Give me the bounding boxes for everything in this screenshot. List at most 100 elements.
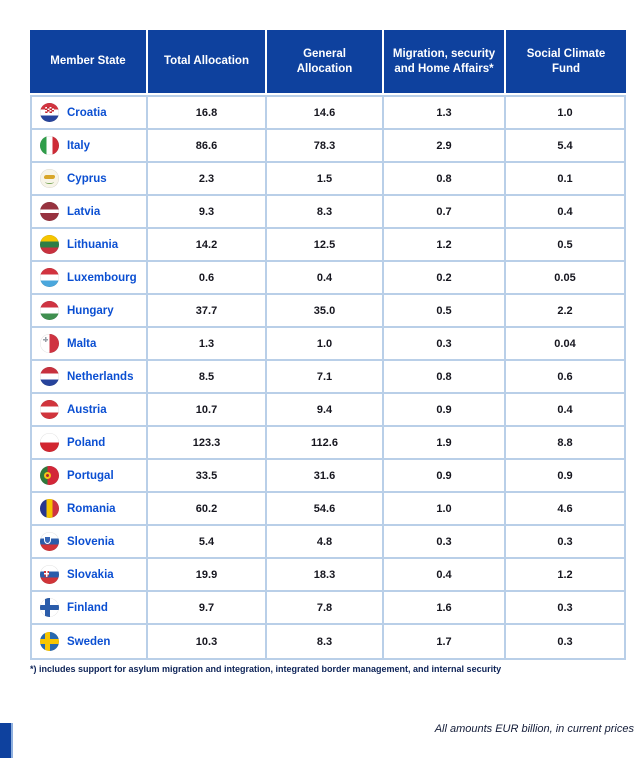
table-row-malta: Malta 1.3 1.0 0.3 0.04 bbox=[32, 328, 624, 361]
social-climate-fund-value: 4.6 bbox=[557, 502, 573, 515]
general-allocation-value: 31.6 bbox=[267, 460, 384, 491]
member-state-cell: Hungary bbox=[32, 295, 148, 326]
migration-security-value: 0.9 bbox=[384, 394, 506, 425]
col-header-member-state: Member State bbox=[30, 30, 148, 93]
social-climate-fund-value: 0.1 bbox=[557, 172, 573, 185]
social-climate-fund-value: 0.04 bbox=[554, 337, 576, 350]
total-allocation-value: 33.5 bbox=[148, 460, 267, 491]
table-row-hungary: Hungary 37.7 35.0 0.5 2.2 bbox=[32, 295, 624, 328]
migration-security-value: 1.7 bbox=[384, 625, 506, 658]
flag-cyprus-icon bbox=[40, 169, 59, 188]
member-state-cell: Malta bbox=[32, 328, 148, 359]
social-climate-fund-value: 2.2 bbox=[557, 304, 573, 317]
col-header-total-allocation: Total Allocation bbox=[148, 30, 267, 93]
table-row-finland: Finland 9.7 7.8 1.6 0.3 bbox=[32, 592, 624, 625]
migration-security-value: 0.5 bbox=[384, 295, 506, 326]
table-row-cyprus: Cyprus 2.3 1.5 0.8 0.1 bbox=[32, 163, 624, 196]
total-allocation-value: 16.8 bbox=[148, 97, 267, 128]
general-allocation-value: 112.6 bbox=[267, 427, 384, 458]
member-state-cell: Luxembourg bbox=[32, 262, 148, 293]
general-allocation-value: 7.8 bbox=[267, 592, 384, 623]
migration-security-value: 0.3 bbox=[384, 328, 506, 359]
country-name: Austria bbox=[67, 403, 107, 416]
migration-security-value: 0.2 bbox=[384, 262, 506, 293]
social-climate-fund-value: 0.6 bbox=[557, 370, 573, 383]
table-row-lithuania: Lithuania 14.2 12.5 1.2 0.5 bbox=[32, 229, 624, 262]
general-allocation-value: 1.0 bbox=[267, 328, 384, 359]
country-name: Finland bbox=[67, 601, 108, 614]
total-allocation-value: 14.2 bbox=[148, 229, 267, 260]
member-state-cell: Slovenia bbox=[32, 526, 148, 557]
country-name: Croatia bbox=[67, 106, 107, 119]
table-row-poland: Poland 123.3 112.6 1.9 8.8 bbox=[32, 427, 624, 460]
footnote: *) includes support for asylum migration… bbox=[30, 664, 502, 674]
member-state-cell: Slovakia bbox=[32, 559, 148, 590]
country-name: Poland bbox=[67, 436, 106, 449]
total-allocation-value: 9.7 bbox=[148, 592, 267, 623]
total-allocation-value: 2.3 bbox=[148, 163, 267, 194]
total-allocation-value: 19.9 bbox=[148, 559, 267, 590]
country-name: Hungary bbox=[67, 304, 114, 317]
flag-romania-icon bbox=[40, 499, 59, 518]
flag-austria-icon bbox=[40, 400, 59, 419]
table-row-croatia: Croatia 16.8 14.6 1.3 1.0 bbox=[32, 97, 624, 130]
country-name: Lithuania bbox=[67, 238, 119, 251]
total-allocation-value: 10.3 bbox=[148, 625, 267, 658]
col-header-general-allocation: General Allocation bbox=[267, 30, 384, 93]
table-row-slovenia: Slovenia 5.4 4.8 0.3 0.3 bbox=[32, 526, 624, 559]
flag-hungary-icon bbox=[40, 301, 59, 320]
member-state-cell: Netherlands bbox=[32, 361, 148, 392]
country-name: Netherlands bbox=[67, 370, 134, 383]
migration-security-value: 0.3 bbox=[384, 526, 506, 557]
total-allocation-value: 86.6 bbox=[148, 130, 267, 161]
general-allocation-value: 0.4 bbox=[267, 262, 384, 293]
social-climate-fund-value: 5.4 bbox=[557, 139, 573, 152]
flag-luxembourg-icon bbox=[40, 268, 59, 287]
migration-security-value: 0.9 bbox=[384, 460, 506, 491]
flag-poland-icon bbox=[40, 433, 59, 452]
table-row-luxembourg: Luxembourg 0.6 0.4 0.2 0.05 bbox=[32, 262, 624, 295]
general-allocation-value: 12.5 bbox=[267, 229, 384, 260]
total-allocation-value: 8.5 bbox=[148, 361, 267, 392]
general-allocation-value: 78.3 bbox=[267, 130, 384, 161]
social-climate-fund-value: 0.4 bbox=[557, 403, 573, 416]
page-corner-decoration bbox=[0, 723, 13, 758]
general-allocation-value: 7.1 bbox=[267, 361, 384, 392]
migration-security-value: 1.6 bbox=[384, 592, 506, 623]
table-header: Member State Total Allocation General Al… bbox=[30, 30, 626, 93]
migration-security-value: 1.2 bbox=[384, 229, 506, 260]
flag-finland-icon bbox=[40, 598, 59, 617]
country-name: Luxembourg bbox=[67, 271, 137, 284]
social-climate-fund-value: 0.4 bbox=[557, 205, 573, 218]
general-allocation-value: 18.3 bbox=[267, 559, 384, 590]
table-row-netherlands: Netherlands 8.5 7.1 0.8 0.6 bbox=[32, 361, 624, 394]
table-row-italy: Italy 86.6 78.3 2.9 5.4 bbox=[32, 130, 624, 163]
migration-security-value: 0.7 bbox=[384, 196, 506, 227]
social-climate-fund-value: 1.0 bbox=[557, 106, 573, 119]
social-climate-fund-value: 8.8 bbox=[557, 436, 573, 449]
member-state-cell: Portugal bbox=[32, 460, 148, 491]
migration-security-value: 1.0 bbox=[384, 493, 506, 524]
country-name: Slovenia bbox=[67, 535, 115, 548]
member-state-cell: Austria bbox=[32, 394, 148, 425]
member-state-cell: Sweden bbox=[32, 625, 148, 658]
flag-netherlands-icon bbox=[40, 367, 59, 386]
table-row-sweden: Sweden 10.3 8.3 1.7 0.3 bbox=[32, 625, 624, 658]
general-allocation-value: 8.3 bbox=[267, 625, 384, 658]
general-allocation-value: 8.3 bbox=[267, 196, 384, 227]
social-climate-fund-value: 0.3 bbox=[557, 535, 573, 548]
general-allocation-value: 54.6 bbox=[267, 493, 384, 524]
migration-security-value: 0.8 bbox=[384, 361, 506, 392]
country-name: Cyprus bbox=[67, 172, 107, 185]
general-allocation-value: 35.0 bbox=[267, 295, 384, 326]
migration-security-value: 2.9 bbox=[384, 130, 506, 161]
table-row-portugal: Portugal 33.5 31.6 0.9 0.9 bbox=[32, 460, 624, 493]
country-name: Latvia bbox=[67, 205, 101, 218]
table-row-romania: Romania 60.2 54.6 1.0 4.6 bbox=[32, 493, 624, 526]
flag-malta-icon bbox=[40, 334, 59, 353]
flag-sweden-icon bbox=[40, 632, 59, 651]
social-climate-fund-value: 0.3 bbox=[557, 601, 573, 614]
migration-security-value: 1.3 bbox=[384, 97, 506, 128]
table-row-latvia: Latvia 9.3 8.3 0.7 0.4 bbox=[32, 196, 624, 229]
member-state-cell: Italy bbox=[32, 130, 148, 161]
